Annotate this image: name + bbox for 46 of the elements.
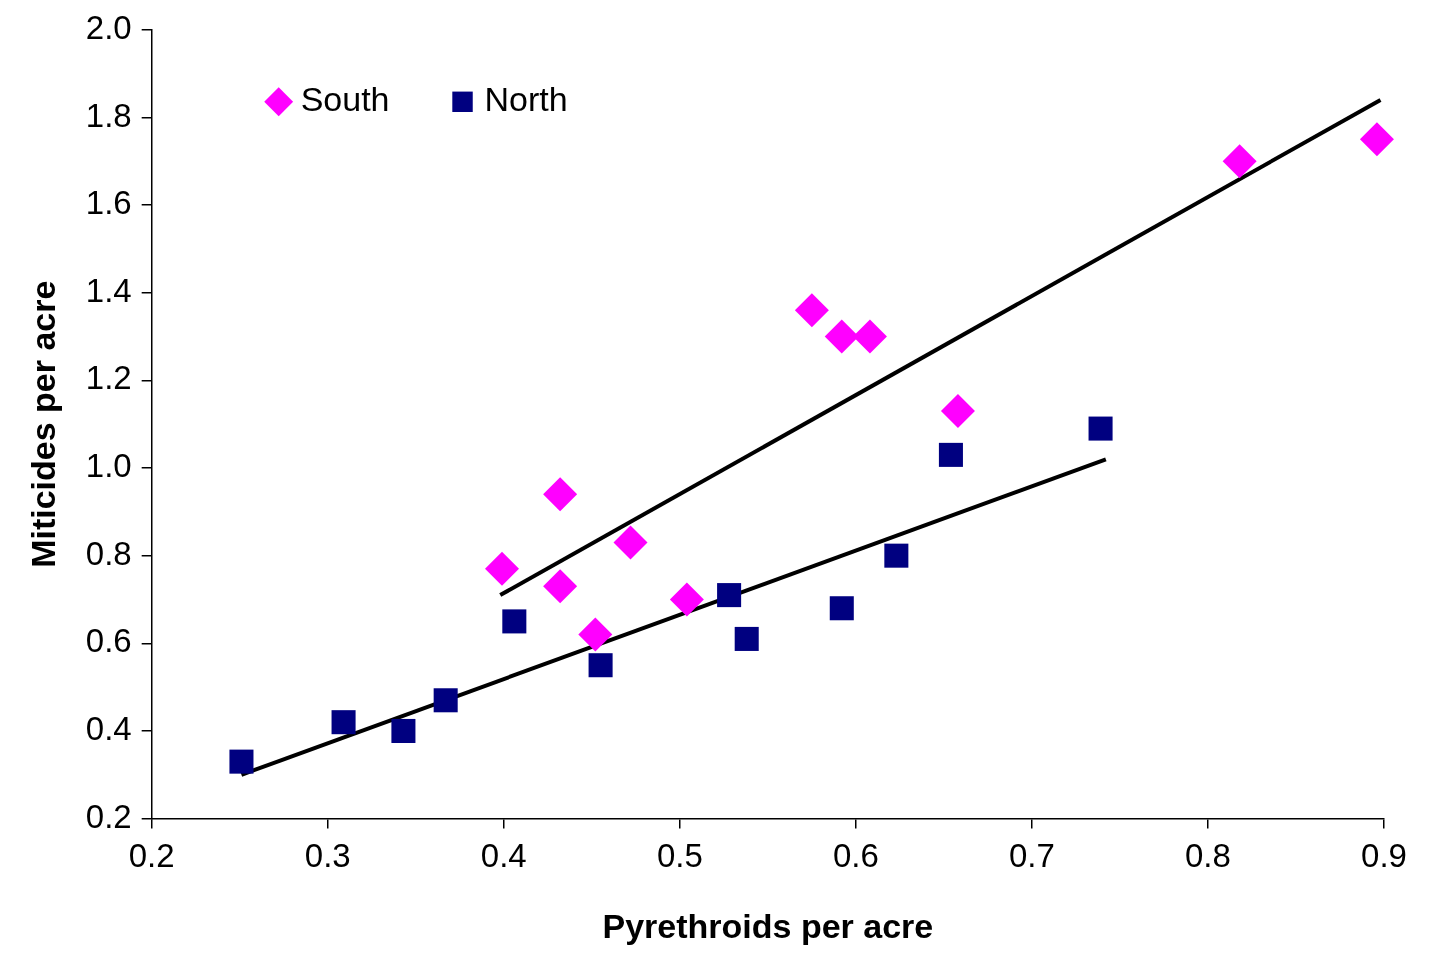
y-tick-label: 1.6 [85,184,132,222]
point [391,718,416,743]
point [1359,122,1394,157]
y-tick-label: 0.4 [85,710,132,748]
y-tick-label: 0.8 [85,534,132,572]
point [794,293,829,328]
x-tick-label: 0.5 [656,837,703,875]
y-tick-label: 2.0 [85,8,132,46]
x-tick-label: 0.2 [128,837,175,875]
y-tick-label: 1.8 [85,96,132,134]
x-axis-title: Pyrethroids per acre [602,906,934,945]
y-tick-label: 0.2 [85,797,132,835]
y-tick-label: 1.0 [85,447,132,485]
point [588,653,613,678]
point [884,543,909,568]
point [229,749,254,774]
point [1088,416,1113,441]
x-tick-label: 0.4 [480,837,527,875]
x-tick-label: 0.8 [1185,837,1231,875]
point [331,710,356,735]
y-tick-label: 0.6 [85,622,132,660]
point [938,442,963,467]
point [613,525,648,560]
point [1222,144,1257,179]
x-tick-label: 0.6 [832,837,879,875]
point [502,609,527,634]
y-axis-title: Miticides per acre [23,280,62,568]
point [433,688,458,713]
x-tick-label: 0.7 [1008,837,1055,875]
point [543,477,578,512]
x-tick-label: 0.3 [304,837,351,875]
point [824,319,859,354]
point [717,583,742,608]
legend-label: South [300,80,390,119]
point [543,569,578,604]
legend-label: North [484,80,568,119]
point [485,551,520,586]
y-tick-label: 1.2 [85,359,132,397]
point [829,596,854,621]
y-tick-label: 1.4 [85,271,132,309]
point [734,626,759,651]
point [852,319,887,354]
point [578,617,613,652]
point [669,582,704,617]
x-tick-label: 0.9 [1361,837,1407,875]
point [940,394,975,429]
